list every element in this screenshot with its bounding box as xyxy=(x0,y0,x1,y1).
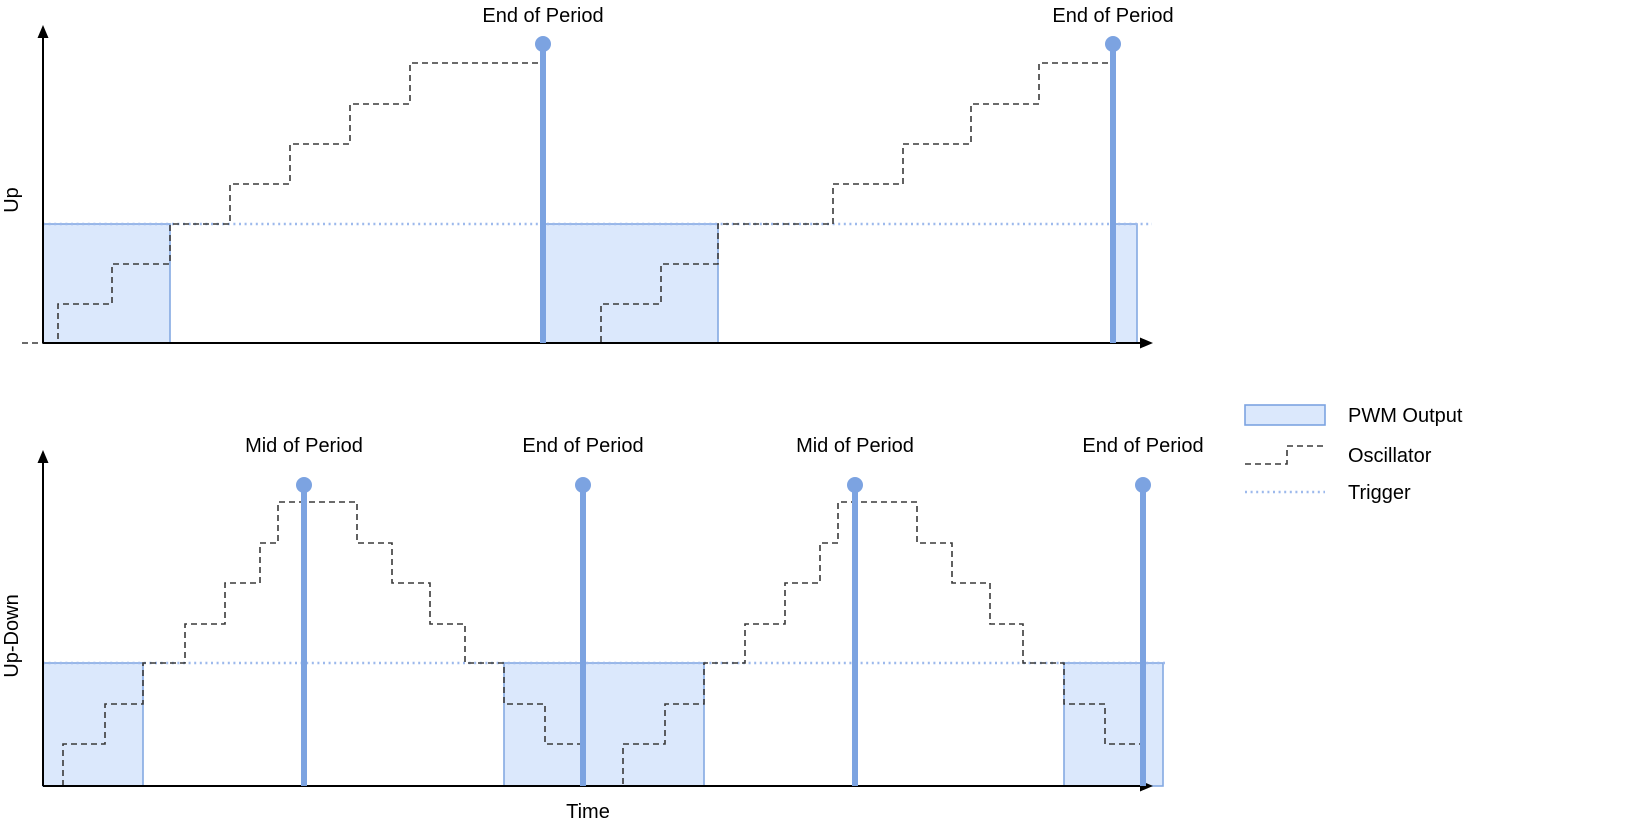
legend-label: PWM Output xyxy=(1348,405,1463,427)
pwm-output-region xyxy=(503,662,705,787)
legend-label: Trigger xyxy=(1348,482,1411,504)
chart-up-down: Mid of Period End of Period Mid of Period E… xyxy=(1,435,1204,823)
pwm-output-region xyxy=(42,223,171,344)
period-marker-dot xyxy=(847,477,863,493)
legend-swatch-oscillator xyxy=(1245,445,1324,465)
chart-up: End of Period End of Period Up xyxy=(1,5,1174,349)
x-axis-label: Time xyxy=(566,801,610,823)
y-axis-arrow xyxy=(37,25,49,38)
legend: PWM Output Oscillator Trigger xyxy=(1244,404,1463,504)
period-marker-dot xyxy=(296,477,312,493)
period-marker-dot xyxy=(535,36,551,52)
legend-swatch-pwm-output xyxy=(1244,404,1326,426)
x-axis-arrow xyxy=(1140,337,1153,349)
pwm-output-region xyxy=(1112,223,1138,344)
period-marker-label: End of Period xyxy=(1052,5,1173,27)
period-marker-label: End of Period xyxy=(1082,435,1203,457)
pwm-output-region xyxy=(42,662,144,787)
legend-label: Oscillator xyxy=(1348,445,1432,467)
period-marker-label: Mid of Period xyxy=(796,435,914,457)
period-marker-label: Mid of Period xyxy=(245,435,363,457)
period-marker-label: End of Period xyxy=(482,5,603,27)
y-axis-arrow xyxy=(37,450,49,463)
period-marker-label: End of Period xyxy=(522,435,643,457)
period-marker-dot xyxy=(575,477,591,493)
period-marker-dot xyxy=(1135,477,1151,493)
pwm-output-region xyxy=(1063,662,1164,787)
period-marker-dot xyxy=(1105,36,1121,52)
y-axis-label: Up-Down xyxy=(1,594,23,677)
oscillator-trace xyxy=(43,501,1150,787)
pwm-output-region xyxy=(542,223,719,344)
y-axis-label: Up xyxy=(1,187,23,213)
